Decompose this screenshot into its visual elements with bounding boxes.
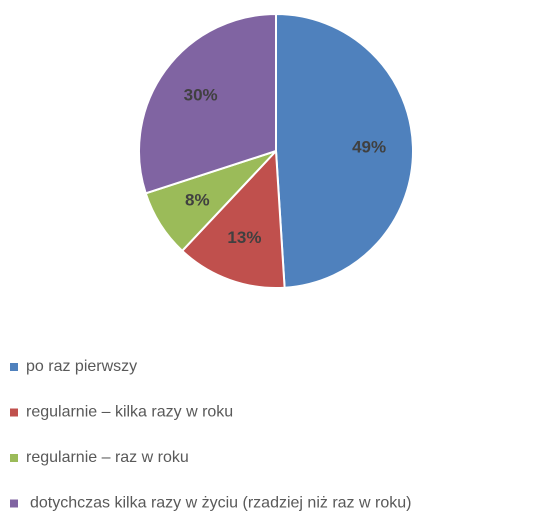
data-label: 8% xyxy=(185,190,210,209)
pie-slice xyxy=(180,148,286,289)
legend-swatch xyxy=(10,363,18,371)
legend-swatch xyxy=(10,454,18,462)
legend-label: regularnie – kilka razy w roku xyxy=(26,404,233,421)
data-label: 30% xyxy=(184,86,218,105)
pie-slice xyxy=(138,12,277,195)
legend-swatch xyxy=(10,408,18,417)
legend-label: regularnie – raz w roku xyxy=(26,449,189,466)
data-label: 49% xyxy=(352,138,386,157)
data-label: 13% xyxy=(227,228,261,247)
legend-swatch xyxy=(10,499,18,508)
pie-slice xyxy=(275,12,414,289)
legend-label: dotychczas kilka razy w życiu (rzadziej … xyxy=(30,495,411,511)
legend-label: po raz pierwszy xyxy=(26,358,137,375)
